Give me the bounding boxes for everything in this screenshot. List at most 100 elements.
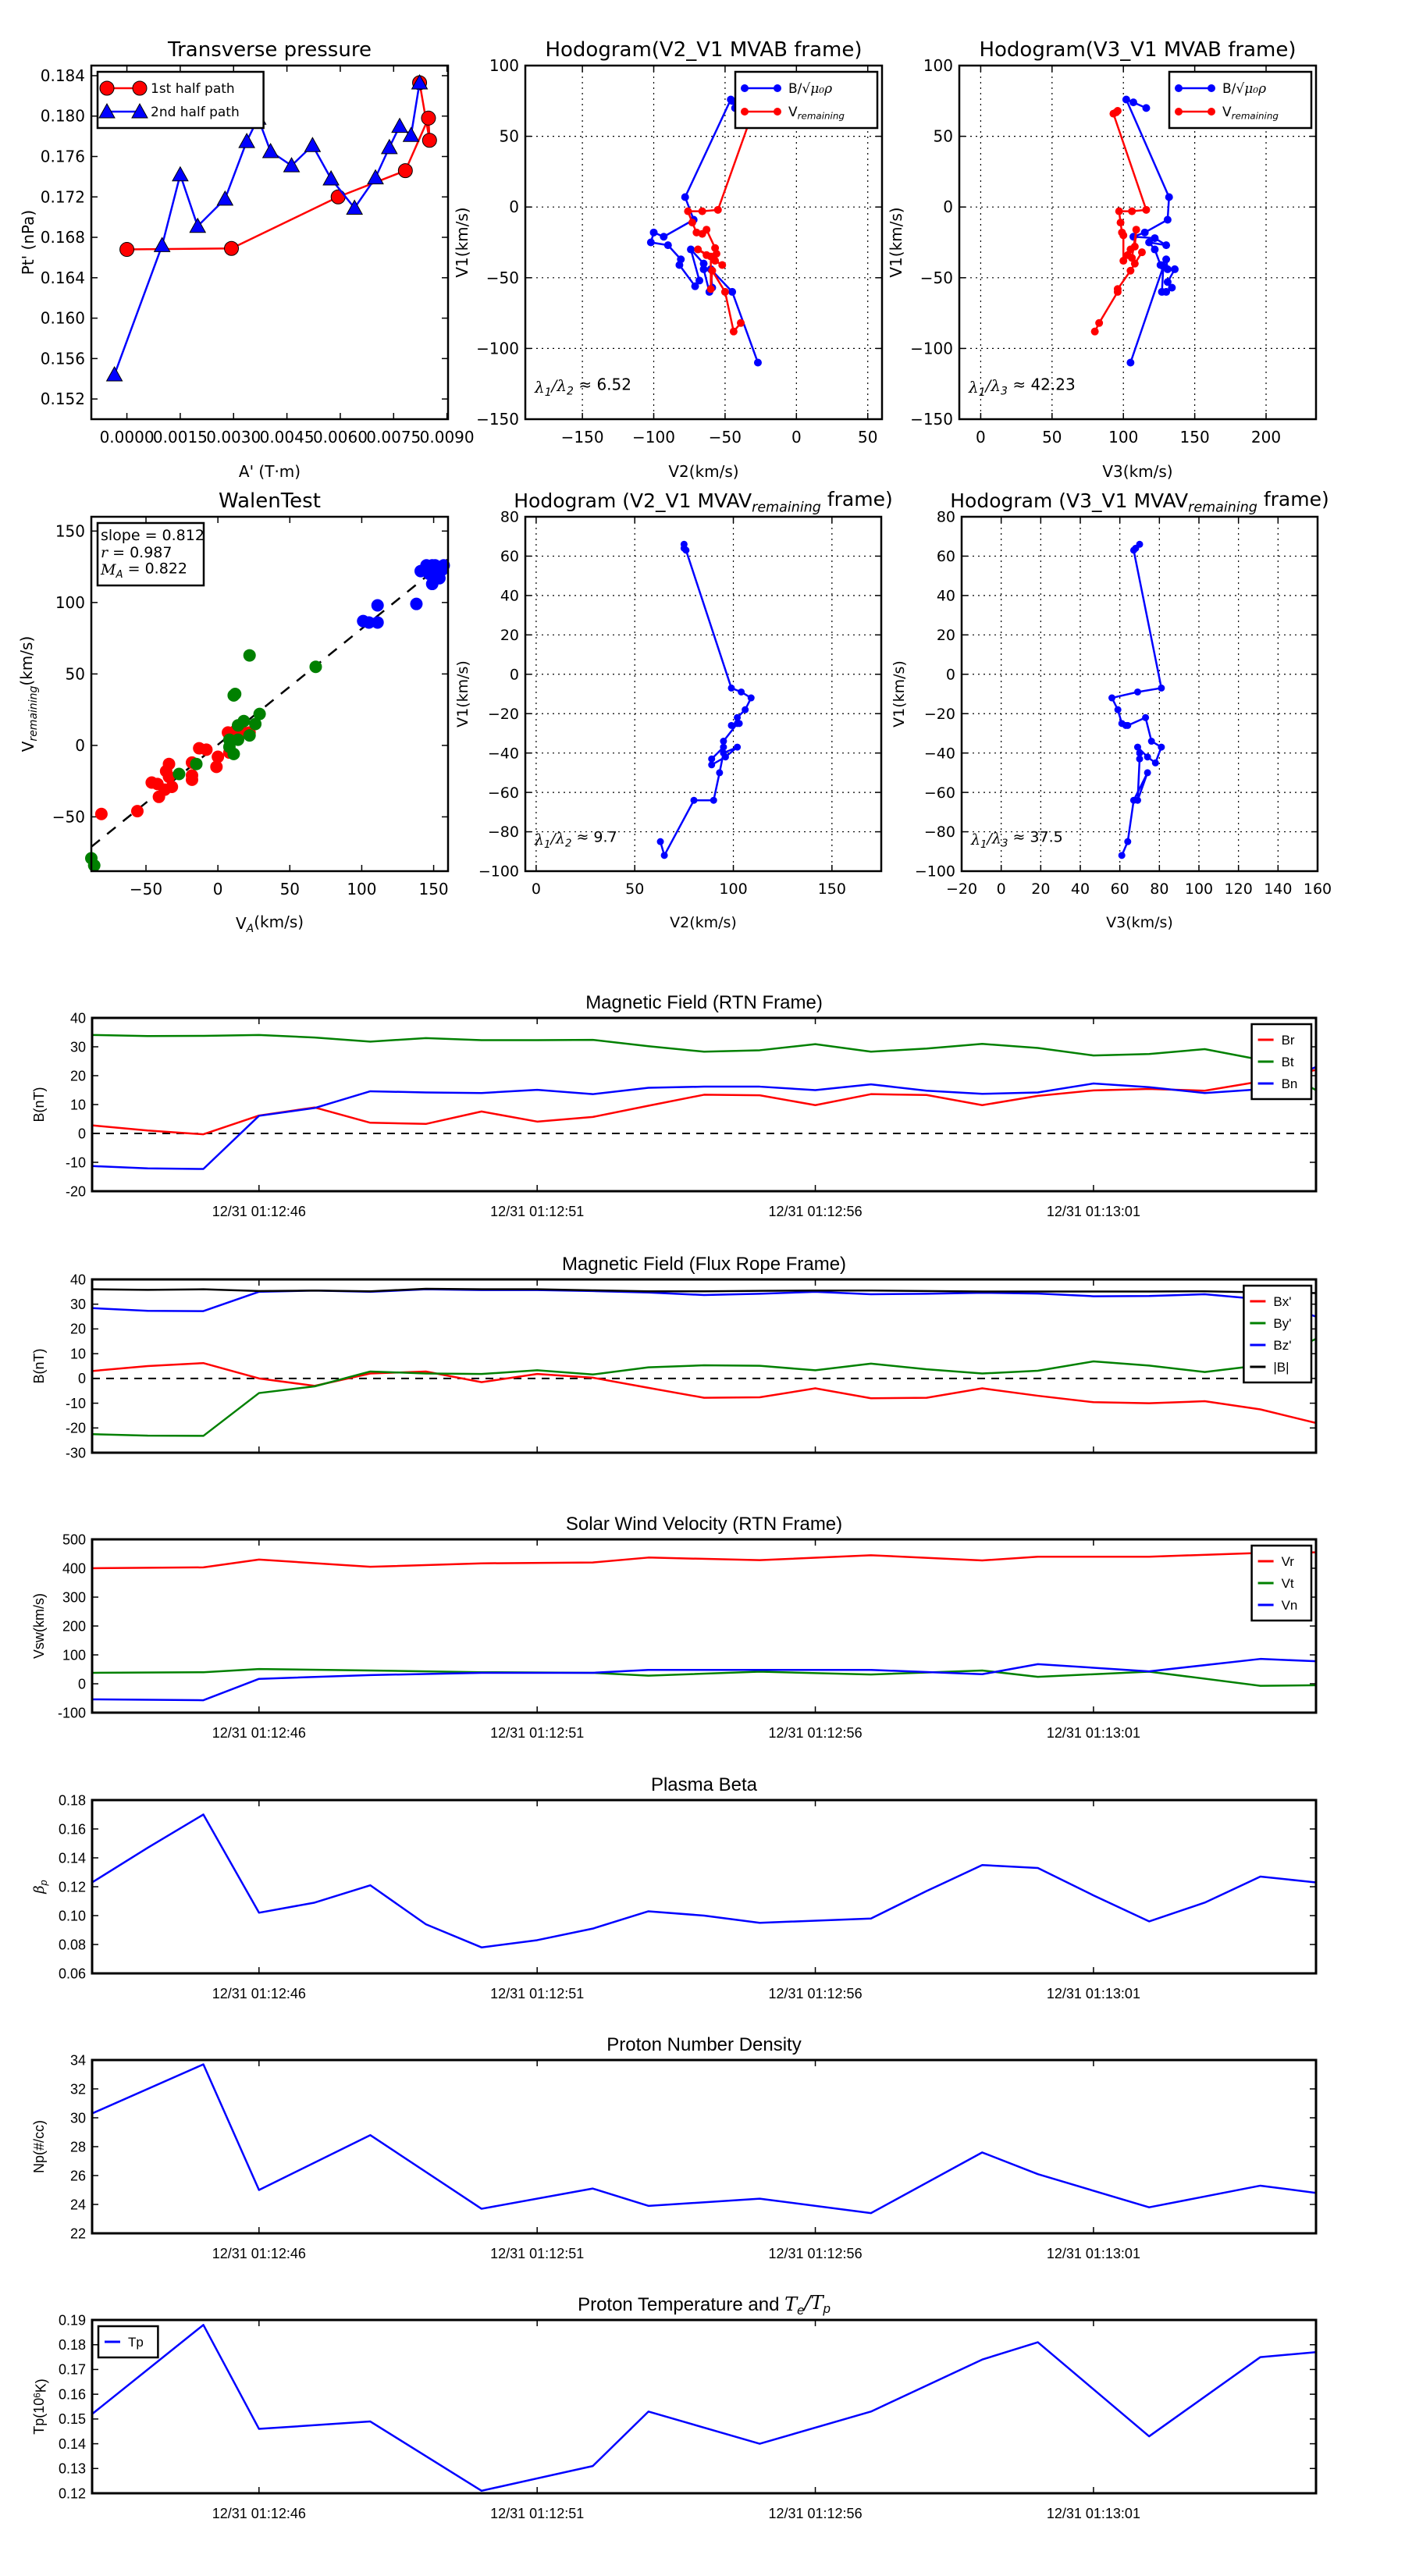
y-tick-label: −150 — [476, 410, 519, 429]
legend: Br Bt Bn — [1250, 1023, 1313, 1101]
y-tick-label: 80 — [937, 509, 955, 526]
series-line — [92, 1551, 1316, 1570]
y-tick-label: −50 — [486, 269, 519, 287]
y-tick-label: 50 — [934, 127, 953, 146]
y-tick-label: 0.152 — [41, 390, 85, 408]
y-tick-label: 20 — [70, 1322, 86, 1337]
data-point — [371, 599, 384, 612]
x-tick-label: 0 — [791, 428, 802, 447]
data-point — [684, 207, 692, 215]
y-tick-label: 100 — [489, 56, 519, 75]
stats-box — [96, 521, 205, 587]
x-tick-label: 12/31 01:12:56 — [768, 2506, 862, 2521]
x-tick-label: 0.0060 — [313, 428, 368, 447]
x-tick-label: 12/31 01:13:01 — [1047, 1725, 1140, 1741]
y-tick-label: −50 — [920, 269, 953, 287]
data-point — [682, 546, 690, 554]
data-point — [1142, 713, 1150, 721]
data-point — [708, 761, 716, 769]
y-tick-label: 50 — [66, 664, 85, 683]
y-tick-label: −100 — [910, 339, 953, 358]
y-tick-label: 60 — [500, 548, 519, 565]
y-tick-label: 20 — [70, 1068, 86, 1083]
data-point — [1162, 241, 1171, 250]
data-point — [309, 660, 322, 674]
x-tick-label: 200 — [1251, 428, 1281, 447]
y-tick-label: 100 — [62, 1647, 86, 1663]
data-point — [224, 240, 240, 256]
y-tick-label: -20 — [66, 1421, 86, 1436]
series-line — [92, 1667, 1316, 1687]
legend-label: Vremaining — [788, 105, 845, 122]
x-axis-label: V2(km/s) — [668, 462, 738, 481]
x-axis-label: VA(km/s) — [236, 913, 304, 935]
data-point — [1142, 104, 1151, 112]
legend-label: By' — [1273, 1316, 1291, 1331]
data-point — [1159, 262, 1168, 271]
data-point — [1136, 749, 1144, 757]
y-tick-label: 34 — [70, 2052, 86, 2068]
y-tick-label: 0.13 — [59, 2461, 86, 2477]
eigenvalue-ratio-label-part: ≈ 6.52 — [574, 375, 631, 393]
eigenvalue-ratio-label-part: / — [986, 830, 994, 847]
y-axis-label-part: β — [31, 1885, 48, 1894]
data-point — [1119, 231, 1128, 240]
x-tick-label: 120 — [1225, 881, 1253, 898]
y-tick-label: -100 — [58, 1705, 86, 1720]
data-point — [162, 757, 176, 770]
legend-label-part: μ₀ρ — [810, 81, 832, 97]
eigenvalue-ratio-label: λ1/λ2 ≈ 6.52 — [534, 375, 631, 399]
data-point — [718, 261, 727, 269]
data-point — [727, 684, 735, 692]
data-point — [687, 245, 695, 254]
plasma-beta-chart: 12/31 01:12:46 12/31 01:12:51 12/31 01:12:… — [31, 1774, 1318, 2001]
data-point — [728, 287, 737, 296]
x-tick-label: 100 — [719, 881, 747, 898]
x-tick-label: 12/31 01:12:51 — [490, 2506, 584, 2521]
y-axis-label-part: Tp(10 — [31, 2398, 47, 2435]
y-tick-label: -10 — [66, 1155, 86, 1170]
data-point — [238, 133, 255, 148]
x-tick-label: 0.0075 — [366, 428, 421, 447]
data-point — [1151, 234, 1159, 243]
stats-line: slope = 0.812 — [101, 527, 205, 544]
series-line — [92, 2324, 1316, 2492]
eigenvalue-ratio-label-part: λ — [556, 376, 567, 395]
data-point — [162, 770, 176, 784]
legend-label-part: B/√ — [788, 81, 810, 97]
x-tick-label: 12/31 01:13:01 — [1047, 2246, 1140, 2261]
data-point — [253, 707, 266, 720]
y-tick-label: 40 — [937, 588, 955, 605]
eigenvalue-ratio-label-part: λ — [970, 831, 980, 849]
y-tick-label: 28 — [70, 2139, 86, 2154]
data-point — [346, 199, 364, 215]
data-point — [212, 750, 225, 763]
stats-line-part: = 0.822 — [123, 560, 187, 577]
data-point — [1126, 358, 1135, 367]
data-point — [249, 717, 262, 731]
data-point — [322, 169, 340, 186]
legend-label: Bn — [1282, 1076, 1298, 1091]
axes-frame — [958, 64, 1318, 421]
y-tick-label: 0.06 — [59, 1966, 86, 1981]
eigenvalue-ratio-label-part: 2 — [567, 385, 574, 397]
legend-label: Vr — [1282, 1554, 1295, 1569]
series-line — [92, 1337, 1316, 1437]
series-Bx — [92, 1361, 1316, 1425]
x-tick-label: 12/31 01:12:46 — [212, 1204, 306, 1219]
axes-frame — [524, 64, 884, 421]
data-point — [421, 110, 436, 126]
x-tick-label: 100 — [347, 880, 376, 898]
legend-label: Vremaining — [1222, 105, 1279, 122]
data-point — [237, 714, 251, 728]
y-tick-label: 0 — [78, 1371, 86, 1386]
legend-marker — [98, 102, 116, 119]
data-point — [1129, 796, 1137, 804]
data-point — [380, 138, 398, 155]
walen-chart: −50 0 50 100 150−50050100150VA(km/s)Vremaini… — [17, 489, 450, 935]
data-point — [1171, 265, 1179, 273]
data-point — [1132, 226, 1140, 234]
data-point — [690, 796, 698, 804]
y-tick-label: 0.180 — [41, 107, 85, 126]
